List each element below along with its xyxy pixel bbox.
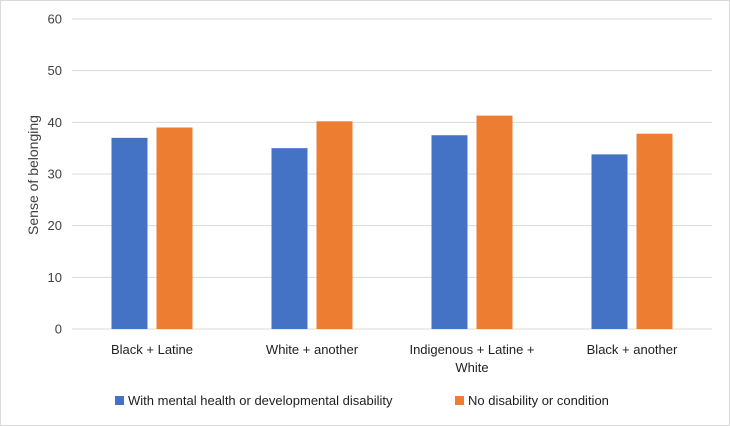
bar-no-disability: [316, 121, 353, 329]
bar-disability: [271, 148, 308, 329]
bars: [111, 115, 673, 329]
y-tick-label: 30: [48, 167, 62, 182]
y-tick-label: 10: [48, 270, 62, 285]
bar-no-disability: [476, 115, 513, 329]
legend-swatch: [455, 396, 464, 405]
bar-no-disability: [636, 133, 673, 329]
y-tick-label: 60: [48, 12, 62, 27]
y-tick-label: 50: [48, 63, 62, 78]
y-axis-ticks: 0 10 20 30 40 50 60: [48, 12, 62, 337]
x-category-label: Black + Latine: [111, 342, 193, 357]
y-tick-label: 40: [48, 115, 62, 130]
bar-disability: [111, 137, 148, 329]
bar-no-disability: [156, 127, 193, 329]
x-category-label: Indigenous + Latine +: [409, 342, 534, 357]
legend: With mental health or developmental disa…: [115, 393, 609, 408]
y-tick-label: 0: [55, 322, 62, 337]
bar-disability: [591, 154, 628, 329]
x-category-label: White: [455, 360, 488, 375]
y-tick-label: 20: [48, 218, 62, 233]
x-category-label: Black + another: [587, 342, 678, 357]
legend-label: No disability or condition: [468, 393, 609, 408]
bar-disability: [431, 135, 468, 329]
legend-swatch: [115, 396, 124, 405]
y-axis-title: Sense of belonging: [25, 115, 41, 235]
legend-label: With mental health or developmental disa…: [128, 393, 393, 408]
x-axis-labels: Black + Latine White + another Indigenous …: [111, 342, 678, 375]
x-category-label: White + another: [266, 342, 359, 357]
